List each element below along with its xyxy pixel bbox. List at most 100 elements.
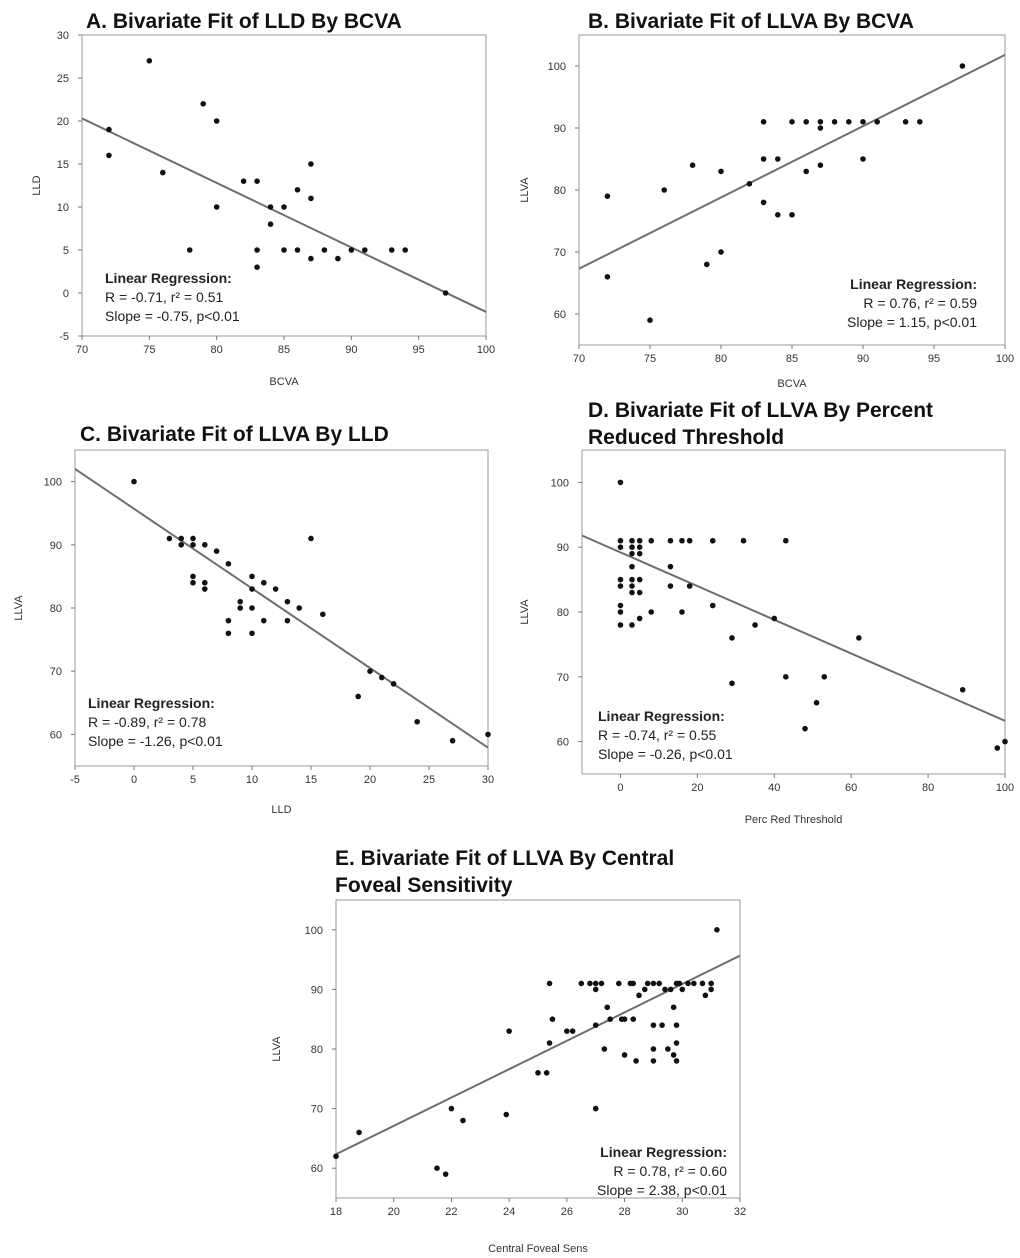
data-point: [254, 247, 260, 253]
data-point: [449, 737, 456, 744]
data-point: [760, 119, 767, 125]
data-point: [186, 247, 193, 253]
y-tick-label: 15: [57, 159, 69, 171]
y-tick-label: 80: [557, 607, 569, 619]
x-tick-label: 75: [644, 353, 656, 365]
data-point: [294, 247, 301, 253]
data-point: [601, 1046, 608, 1052]
data-point: [178, 542, 184, 548]
data-point: [254, 178, 260, 184]
data-point: [146, 58, 153, 64]
y-tick-label: 70: [311, 1104, 323, 1116]
data-point: [718, 249, 724, 255]
data-point: [617, 537, 624, 544]
data-point: [546, 980, 553, 987]
data-point: [667, 537, 674, 544]
x-tick-label: 10: [246, 774, 258, 786]
y-axis-label: LLVA: [271, 1036, 283, 1062]
regression-heading: Linear Regression:: [598, 708, 725, 724]
data-point: [592, 980, 599, 987]
y-tick-label: 100: [44, 477, 62, 489]
y-axis-label: LLVA: [519, 177, 531, 203]
data-point: [390, 681, 397, 687]
data-point: [617, 544, 624, 550]
data-point: [225, 630, 232, 637]
data-point: [817, 119, 824, 125]
data-point: [789, 119, 795, 125]
y-tick-label: 30: [57, 30, 69, 42]
data-point: [689, 162, 696, 168]
data-point: [506, 1028, 512, 1034]
data-point: [665, 1046, 671, 1052]
data-point: [746, 181, 753, 187]
data-point: [644, 980, 651, 987]
x-tick-label: 60: [845, 782, 857, 794]
data-point: [629, 576, 635, 583]
data-point: [546, 1040, 553, 1046]
data-point: [685, 980, 691, 987]
data-point: [617, 479, 624, 486]
data-point: [356, 1129, 362, 1136]
x-tick-label: 90: [857, 353, 869, 365]
regression-line: [579, 53, 1005, 270]
data-point: [636, 615, 643, 622]
data-point: [775, 156, 781, 162]
data-point: [709, 602, 716, 609]
data-point: [803, 168, 809, 175]
data-point: [485, 731, 491, 738]
data-point: [771, 615, 778, 622]
y-axis-label: LLVA: [13, 595, 25, 621]
data-point: [629, 622, 635, 628]
data-point: [729, 635, 735, 641]
y-tick-label: 80: [311, 1044, 323, 1056]
x-tick-label: 0: [131, 774, 137, 786]
data-point: [650, 1058, 657, 1064]
data-point: [661, 187, 667, 193]
data-point: [636, 537, 643, 544]
data-point: [821, 674, 828, 680]
data-point: [166, 535, 173, 542]
y-tick-label: 70: [50, 666, 62, 678]
regression-slope-text: Slope = 1.15, p<0.01: [847, 314, 977, 330]
y-tick-label: 10: [57, 202, 69, 214]
data-point: [783, 537, 789, 544]
data-point: [308, 195, 314, 202]
data-point: [434, 1165, 440, 1171]
data-point: [648, 537, 655, 544]
data-point: [281, 247, 287, 253]
data-point: [131, 478, 137, 485]
data-point: [284, 598, 291, 605]
data-point: [752, 622, 758, 628]
data-point: [578, 980, 585, 987]
chart-d: D. Bivariate Fit of LLVA By Percent Reduc…: [519, 399, 1014, 826]
data-point: [729, 680, 735, 687]
y-tick-label: 60: [50, 729, 62, 741]
data-point: [679, 986, 686, 993]
x-tick-label: 80: [715, 353, 727, 365]
regression-line: [75, 468, 488, 749]
data-point: [592, 1022, 599, 1028]
plot-frame: [81, 34, 487, 337]
data-point: [320, 611, 326, 618]
x-tick-label: 100: [477, 344, 495, 356]
data-point: [621, 1052, 628, 1058]
data-point: [106, 152, 112, 159]
x-tick-label: 22: [445, 1206, 457, 1218]
data-point: [704, 261, 710, 268]
x-tick-label: 85: [786, 353, 798, 365]
plot-frame: [581, 449, 1006, 775]
data-point: [240, 178, 247, 184]
data-point: [348, 247, 355, 253]
x-tick-label: 75: [143, 344, 155, 356]
chart-title: E. Bivariate Fit of LLVA By Central: [335, 847, 674, 870]
y-tick-label: 100: [548, 61, 566, 73]
data-point: [860, 156, 866, 162]
data-point: [636, 992, 642, 999]
data-point: [202, 586, 208, 592]
data-point: [367, 668, 373, 674]
chart-title: C. Bivariate Fit of LLVA By LLD: [80, 423, 389, 446]
data-point: [308, 161, 314, 167]
data-point: [714, 927, 720, 933]
y-tick-label: 20: [57, 116, 69, 128]
x-tick-label: 15: [305, 774, 317, 786]
